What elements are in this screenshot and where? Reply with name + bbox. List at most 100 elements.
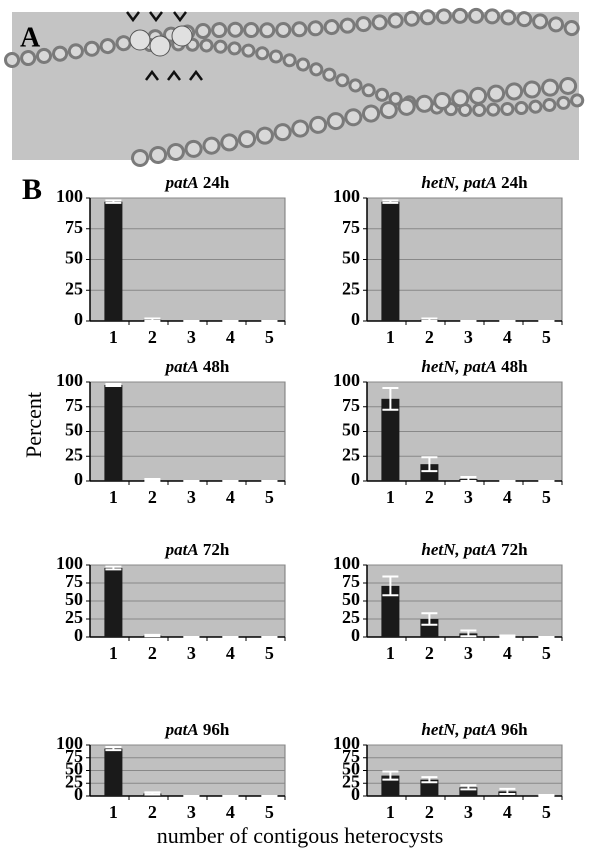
chart-title-strain: patA [164, 357, 199, 376]
x-tick-label: 1 [386, 327, 395, 347]
x-tick-label: 5 [265, 327, 274, 347]
y-tick-label: 75 [65, 217, 83, 237]
error-bar [382, 199, 399, 204]
chart-title-strain: patA [164, 173, 199, 192]
bar [104, 567, 123, 637]
x-tick-label: 3 [187, 327, 196, 347]
bar [381, 585, 400, 637]
error-bar [105, 199, 122, 204]
x-tick-label: 1 [386, 643, 395, 663]
x-tick-label: 5 [542, 487, 551, 507]
y-tick-label: 75 [342, 217, 360, 237]
error-bar [105, 382, 122, 387]
x-tick-label: 2 [148, 802, 157, 822]
x-tick-label: 1 [109, 487, 118, 507]
x-tick-label: 1 [109, 802, 118, 822]
x-tick-label: 5 [265, 643, 274, 663]
error-bar [382, 386, 399, 411]
x-tick-label: 4 [503, 487, 512, 507]
bar [104, 748, 123, 796]
chart-title: hetN, patA 24h [421, 173, 528, 192]
y-tick-label: 25 [65, 278, 83, 298]
error-bar [421, 776, 438, 784]
error-bar [105, 565, 122, 571]
y-tick-label: 50 [342, 589, 360, 609]
bar [420, 619, 439, 637]
error-bar [538, 793, 555, 797]
y-tick-label: 25 [342, 771, 360, 791]
chart-title-time: 72h [203, 540, 230, 559]
x-tick-label: 3 [187, 802, 196, 822]
panel-label: B [22, 173, 42, 206]
bar [381, 201, 400, 321]
y-tick-label: 100 [56, 733, 83, 753]
arrowheads [126, 11, 187, 23]
y-tick-label: 0 [74, 625, 83, 645]
y-tick-label: 100 [56, 553, 83, 573]
x-tick-label: 3 [187, 643, 196, 663]
chart-title-time: 72h [501, 540, 528, 559]
y-tick-label: 50 [65, 420, 83, 440]
panel-label: A [20, 22, 41, 53]
y-tick-label: 25 [65, 607, 83, 627]
x-tick-label: 3 [464, 643, 473, 663]
y-tick-label: 0 [74, 784, 83, 804]
error-bar [144, 478, 161, 482]
x-tick-label: 2 [425, 327, 434, 347]
y-tick-label: 50 [65, 759, 83, 779]
error-bar [460, 476, 477, 482]
x-tick-label: 5 [265, 487, 274, 507]
y-tick-label: 50 [65, 248, 83, 268]
x-tick-label: 3 [187, 487, 196, 507]
x-tick-label: 2 [425, 802, 434, 822]
filament-cell [134, 79, 585, 164]
micrograph: A [4, 7, 588, 167]
y-tick-label: 100 [56, 186, 83, 206]
filament-cell [146, 40, 583, 115]
x-tick-label: 4 [503, 643, 512, 663]
x-tick-label: 5 [542, 802, 551, 822]
x-tick-label: 2 [425, 487, 434, 507]
error-bar [421, 612, 438, 626]
chart-title-strain: hetN, patA [421, 540, 497, 559]
chart-title-time: 96h [203, 720, 230, 739]
y-tick-label: 0 [351, 309, 360, 329]
x-tick-label: 4 [503, 327, 512, 347]
bar [420, 779, 439, 796]
x-tick-label: 4 [226, 802, 235, 822]
x-tick-label: 1 [386, 802, 395, 822]
chart-title-time: 96h [501, 720, 528, 739]
y-tick-label: 0 [74, 469, 83, 489]
error-bar [105, 746, 122, 752]
x-tick-label: 2 [425, 643, 434, 663]
y-tick-label: 50 [342, 420, 360, 440]
x-tick-label: 5 [542, 327, 551, 347]
chart-title-time: 48h [501, 357, 528, 376]
y-tick-label: 75 [65, 571, 83, 591]
error-bar [144, 317, 161, 322]
chart-title-time: 24h [501, 173, 528, 192]
y-tick-label: 100 [333, 733, 360, 753]
chart-title-strain: hetN, patA [421, 173, 497, 192]
y-tick-label: 100 [333, 186, 360, 206]
y-tick-label: 75 [65, 746, 83, 766]
y-tick-label: 50 [342, 248, 360, 268]
chart-title-time: 24h [203, 173, 230, 192]
chart-title: patA 24h [164, 173, 230, 192]
chart-title-strain: patA [164, 540, 199, 559]
y-tick-label: 100 [333, 553, 360, 573]
y-tick-label: 75 [342, 746, 360, 766]
x-tick-label: 4 [226, 487, 235, 507]
error-bar [421, 456, 438, 473]
y-tick-label: 50 [65, 589, 83, 609]
x-tick-label: 4 [226, 643, 235, 663]
error-bar [382, 575, 399, 597]
y-axis-label: Percent [21, 392, 46, 458]
filament-cell [7, 10, 584, 65]
chart-title-strain: hetN, patA [421, 357, 497, 376]
x-tick-label: 1 [109, 327, 118, 347]
y-tick-label: 25 [65, 771, 83, 791]
chart-title-strain: hetN, patA [421, 720, 497, 739]
x-axis-label: number of contigous heterocysts [157, 823, 444, 848]
x-tick-label: 3 [464, 487, 473, 507]
